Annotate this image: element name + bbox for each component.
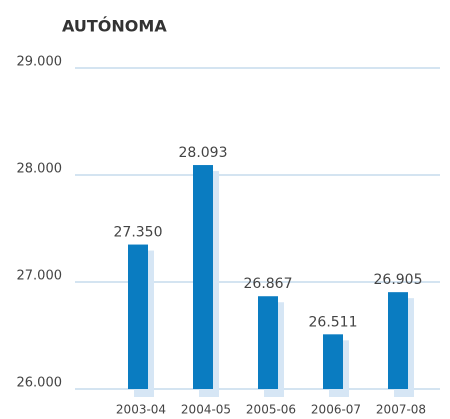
value-label: 26.511 <box>309 314 358 330</box>
x-tick-label: 2004-05 <box>181 403 231 417</box>
y-tick-label: 29.000 <box>17 55 63 70</box>
bar <box>128 244 148 389</box>
value-label: 26.905 <box>374 272 423 288</box>
y-tick-label: 28.000 <box>17 162 63 177</box>
y-tick-label: 27.000 <box>17 269 63 284</box>
x-tick-label: 2006-07 <box>311 403 361 417</box>
bar <box>258 296 278 389</box>
bar <box>193 165 213 389</box>
chart-title: AUTÓNOMA <box>62 17 167 36</box>
x-tick-label: 2007-08 <box>376 403 426 417</box>
bar <box>388 292 408 389</box>
value-label: 26.867 <box>244 276 293 292</box>
x-tick-label: 2005-06 <box>246 403 296 417</box>
x-tick-label: 2003-04 <box>116 403 166 417</box>
bar <box>323 334 343 389</box>
value-label: 28.093 <box>179 145 228 161</box>
y-tick-label: 26.000 <box>17 376 63 391</box>
value-label: 27.350 <box>114 225 163 241</box>
